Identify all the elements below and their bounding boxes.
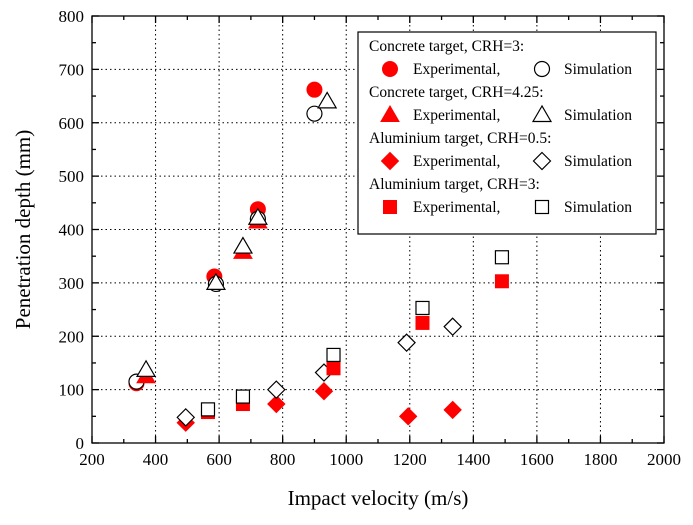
x-axis-title: Impact velocity (m/s): [288, 486, 469, 510]
x-tick-label: 1000: [329, 450, 363, 469]
legend-simulation-marker: [533, 60, 551, 78]
legend-box: [357, 31, 657, 235]
y-tick-label: 600: [59, 114, 85, 133]
diamond-experimental-point: [267, 394, 286, 414]
y-tick-label: 800: [59, 7, 85, 26]
x-tick-label: 600: [206, 450, 232, 469]
legend-experimental-label: Experimental,: [413, 153, 500, 170]
diamond-simulation-point: [397, 333, 416, 353]
x-tick-label: 400: [143, 450, 169, 469]
legend: Concrete target, CRH=3: Experimental, Simu…: [357, 31, 657, 235]
triangle-simulation-point: [205, 272, 226, 290]
square-simulation-point: [415, 300, 430, 316]
square-simulation-point: [235, 389, 251, 404]
circle-experimental-point: [306, 81, 323, 98]
legend-experimental-label: Experimental,: [413, 61, 500, 78]
legend-group-title: Concrete target, CRH=4.25:: [369, 84, 544, 101]
triangle-simulation-point: [135, 359, 157, 377]
triangle-simulation-point: [317, 91, 338, 109]
square-experimental-point: [326, 361, 341, 376]
square-experimental-point: [415, 315, 430, 330]
y-tick-label: 0: [76, 434, 85, 453]
legend-simulation-label: Simulation: [564, 61, 632, 78]
triangle-simulation-point: [247, 207, 268, 225]
square-experimental-point: [494, 274, 509, 289]
triangle-simulation-point: [232, 236, 253, 254]
diamond-experimental-point: [398, 407, 418, 426]
legend-simulation-label: Simulation: [564, 107, 632, 124]
legend-group-title: Aluminium target, CRH=3:: [369, 176, 540, 193]
y-axis-title: Penetration depth (mm): [11, 130, 35, 329]
square-simulation-point: [326, 347, 341, 363]
x-tick-label: 200: [79, 450, 105, 469]
x-tick-label: 1400: [456, 450, 490, 469]
y-tick-label: 400: [59, 221, 85, 240]
data-points: [128, 81, 510, 432]
diamond-simulation-point: [443, 317, 463, 336]
legend-experimental-marker: [383, 200, 397, 214]
legend-experimental-label: Experimental,: [413, 107, 500, 124]
x-tick-label: 1800: [583, 450, 617, 469]
y-tick-label: 700: [59, 60, 85, 79]
circle-simulation-point: [306, 105, 323, 122]
x-tick-label: 1200: [393, 450, 427, 469]
diamond-simulation-point: [266, 380, 286, 399]
y-tick-label: 500: [59, 167, 85, 186]
legend-experimental-marker: [380, 151, 400, 171]
diamond-experimental-point: [443, 400, 462, 420]
legend-simulation-label: Simulation: [564, 153, 632, 170]
diamond-experimental-point: [314, 382, 334, 401]
legend-simulation-marker: [534, 199, 550, 215]
legend-simulation-marker: [532, 151, 552, 171]
axis-ticks: [91, 15, 665, 444]
axis-tick-labels: 200 400 600 800 1000 1200 1400 1600 1800 2000 0 100…: [59, 7, 682, 469]
square-simulation-point: [494, 250, 510, 265]
square-simulation-point: [200, 402, 216, 417]
legend-experimental-marker: [380, 105, 400, 122]
y-tick-label: 100: [59, 381, 85, 400]
legend-items: Concrete target, CRH=3: Experimental, Simu…: [369, 38, 632, 216]
legend-experimental-label: Experimental,: [413, 199, 500, 216]
grid-lines: [92, 16, 664, 443]
y-tick-label: 200: [59, 327, 85, 346]
legend-experimental-marker: [382, 61, 398, 77]
legend-group-title: Concrete target, CRH=3:: [369, 38, 524, 55]
legend-simulation-label: Simulation: [564, 199, 632, 216]
diamond-simulation-point: [176, 408, 196, 427]
legend-simulation-marker: [531, 104, 553, 123]
y-tick-label: 300: [59, 274, 85, 293]
x-tick-label: 800: [270, 450, 296, 469]
x-tick-label: 2000: [647, 450, 681, 469]
legend-group-title: Aluminium target, CRH=0.5:: [369, 130, 551, 147]
x-tick-label: 1600: [520, 450, 554, 469]
